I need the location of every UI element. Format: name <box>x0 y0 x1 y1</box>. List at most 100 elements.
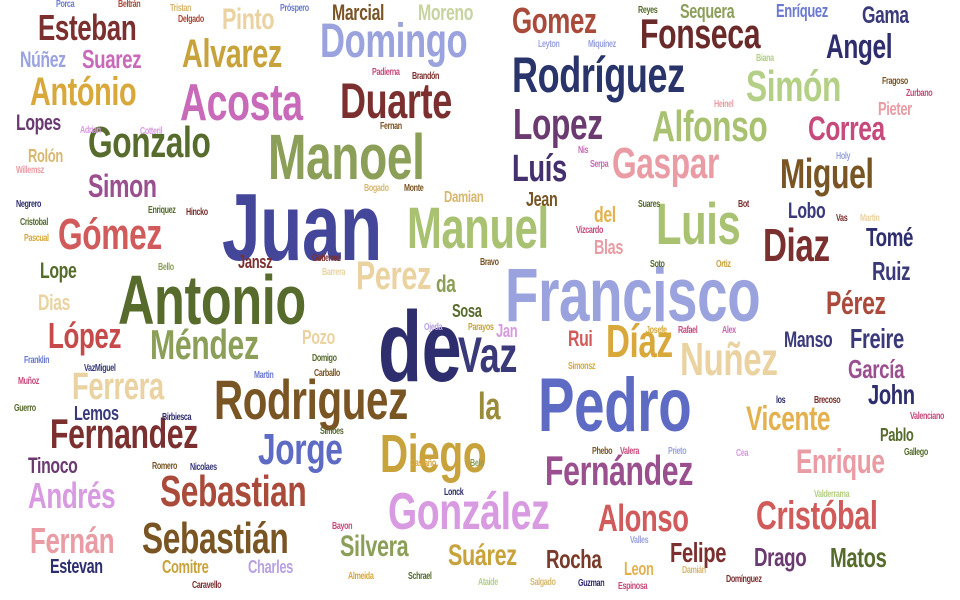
cloud-word: Vizcardo <box>576 225 603 236</box>
cloud-word: Guzman <box>578 578 605 589</box>
cloud-word: Fernández <box>545 447 693 494</box>
cloud-word: Diaz <box>763 219 830 271</box>
cloud-word: Fonseca <box>640 10 761 57</box>
cloud-word: Correa <box>808 110 885 148</box>
cloud-word: Rui <box>568 326 593 351</box>
cloud-word: Felipe <box>670 537 727 568</box>
cloud-word: Jan <box>496 321 518 341</box>
cloud-word: Lopes <box>16 110 61 135</box>
cloud-word: Bayon <box>332 521 353 532</box>
cloud-word: Leon <box>624 559 654 579</box>
cloud-word: Rocha <box>546 544 602 574</box>
cloud-word: Martin <box>254 370 274 381</box>
cloud-word: Francisco <box>505 253 761 338</box>
cloud-word: Gaspar <box>612 139 720 188</box>
cloud-word: los <box>776 395 786 406</box>
cloud-word: Domingo <box>320 15 468 68</box>
cloud-word: Gallego <box>904 447 928 458</box>
cloud-word: Hincko <box>186 207 208 218</box>
cloud-word: Méndez <box>150 321 259 368</box>
cloud-word: Freire <box>850 323 904 354</box>
cloud-word: Damián <box>682 565 706 576</box>
cloud-word: Damian <box>444 189 484 206</box>
cloud-word: Tristan <box>170 3 192 14</box>
cloud-word: García <box>848 354 905 384</box>
cloud-word: Vas <box>836 213 848 224</box>
cloud-word: Ojeda <box>424 322 443 333</box>
cloud-word: Fernandez <box>50 410 198 457</box>
cloud-word: Jansz <box>238 252 273 272</box>
cloud-word: Porca <box>56 0 75 10</box>
cloud-word: Rolón <box>28 146 63 166</box>
cloud-word: Antonio <box>118 261 306 339</box>
cloud-word: Enrique <box>796 443 885 481</box>
cloud-word: da <box>436 271 456 298</box>
cloud-word: Suárez <box>448 539 517 572</box>
cloud-word: Marcial <box>332 0 385 25</box>
cloud-word: Sebastian <box>160 467 307 516</box>
cloud-word: Próspero <box>280 3 309 14</box>
cloud-word: Suarez <box>82 44 142 74</box>
cloud-word: Tinoco <box>28 453 78 478</box>
cloud-word: Miquínez <box>588 39 616 50</box>
cloud-word: Valenciano <box>910 411 945 422</box>
cloud-word: Valderrama <box>814 489 850 500</box>
cloud-word: Bot <box>738 199 749 210</box>
cloud-word: Monte <box>404 183 424 194</box>
cloud-word: Luís <box>512 148 567 190</box>
cloud-word: Cristóbal <box>756 494 878 538</box>
cloud-word: Comitre <box>162 557 209 577</box>
cloud-word: Valera <box>620 446 640 457</box>
cloud-word: Padierna <box>372 67 400 78</box>
cloud-word: Fernan <box>380 121 402 132</box>
cloud-word: Alonso <box>598 498 689 540</box>
cloud-word: Schrael <box>408 571 432 582</box>
cloud-word: Guerro <box>14 403 36 414</box>
cloud-word: Suares <box>638 199 660 210</box>
cloud-word: Luis <box>656 192 741 257</box>
cloud-word: Josefe <box>646 325 667 336</box>
cloud-word: Duarte <box>340 73 452 129</box>
cloud-word: Bogado <box>364 183 389 194</box>
cloud-word: Perez <box>356 254 432 298</box>
cloud-word: Almeida <box>348 571 374 582</box>
cloud-word: Simonsz <box>568 361 596 372</box>
cloud-word: Pinto <box>222 3 275 36</box>
cloud-word: Manso <box>784 327 833 352</box>
cloud-word: Alfonso <box>652 102 768 151</box>
cloud-word: González <box>388 483 550 541</box>
cloud-word: Acosta <box>180 74 303 132</box>
cloud-word: Domínguez <box>726 574 762 585</box>
cloud-word: Valles <box>630 535 649 546</box>
cloud-word: Franklin <box>24 355 50 366</box>
cloud-word: Adrian <box>80 125 101 136</box>
cloud-word: Carballo <box>314 368 340 379</box>
cloud-word: Bravo <box>480 257 499 268</box>
cloud-word: Pedro <box>538 363 692 448</box>
cloud-word: Miguel <box>780 150 874 197</box>
cloud-word: del <box>594 202 616 227</box>
cloud-word: Negrero <box>16 199 42 210</box>
cloud-word: Pérez <box>826 285 886 321</box>
cloud-word: Nicolaes <box>190 462 217 473</box>
cloud-word: Cristobal <box>20 217 48 228</box>
cloud-word: Jean <box>526 189 558 211</box>
cloud-word: Manuel <box>407 196 549 261</box>
cloud-word: Estevan <box>50 556 103 578</box>
cloud-word: Diego <box>380 424 487 484</box>
cloud-word: Simon <box>88 168 157 204</box>
cloud-word: Zurbano <box>906 88 933 99</box>
cloud-word: Cea <box>736 448 749 459</box>
cloud-word: Núñez <box>20 47 66 72</box>
cloud-word: Moreno <box>418 0 474 25</box>
cloud-word: Blas <box>594 237 623 259</box>
cloud-word: Romero <box>152 461 178 472</box>
cloud-word: Salgado <box>530 577 556 588</box>
cloud-word: Phebo <box>592 446 613 457</box>
cloud-word: Lemos <box>74 403 119 425</box>
cloud-word: Lobo <box>788 198 826 223</box>
cloud-word: VazMiguel <box>84 363 116 374</box>
cloud-word: Sebastián <box>142 514 289 563</box>
cloud-word: Cotteril <box>140 126 163 137</box>
cloud-word: Dias <box>38 290 71 315</box>
